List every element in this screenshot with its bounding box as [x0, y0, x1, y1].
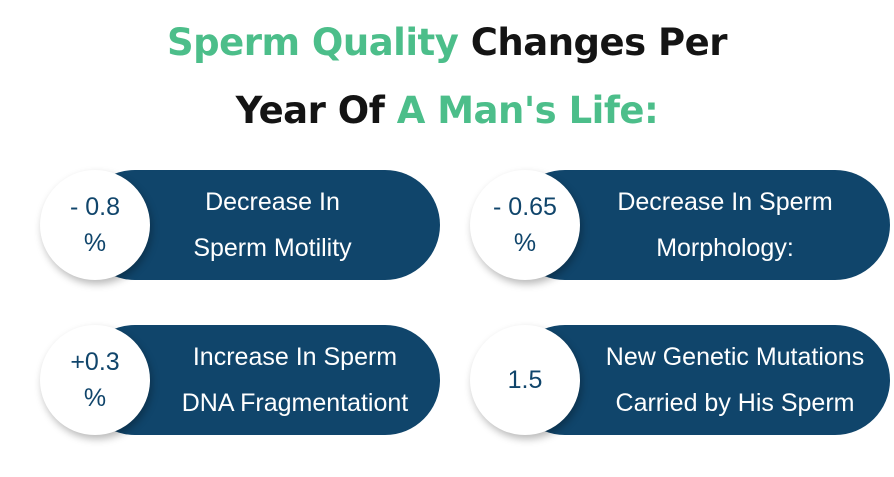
stat-text-line-1: New Genetic Mutations: [605, 343, 865, 371]
stat-value: +0.3: [70, 348, 120, 376]
stat-pill: Decrease In Sperm Morphology:: [510, 170, 890, 280]
stat-unit: %: [83, 384, 107, 412]
stat-unit: %: [83, 229, 107, 257]
stat-text-line-2: Morphology:: [656, 234, 794, 262]
stat-unit: %: [513, 229, 537, 257]
stat-value-circle: +0.3 %: [40, 325, 150, 435]
stat-text-line-1: Increase In Sperm: [192, 343, 398, 371]
stat-value: 1.5: [507, 366, 543, 394]
stat-value-circle: - 0.65 %: [470, 170, 580, 280]
title-highlight-2: A Man's Life:: [396, 89, 659, 132]
title-highlight-1: Sperm Quality: [167, 21, 459, 64]
stat-value: - 0.65: [493, 193, 557, 221]
stat-value-circle: 1.5: [470, 325, 580, 435]
stat-text-line-2: Sperm Motility: [193, 234, 352, 262]
title-text-1: Changes Per: [470, 21, 728, 64]
stat-text-line-2: Carried by His Sperm: [615, 389, 855, 417]
stat-value: - 0.8: [69, 193, 121, 221]
stat-text-line-1: Decrease In Sperm: [617, 188, 833, 216]
title-line-2: Year Of A Man's Life:: [0, 92, 894, 129]
stat-value-circle: - 0.8 %: [40, 170, 150, 280]
title-text-2: Year Of: [235, 89, 385, 132]
stat-text-line-1: Decrease In: [205, 188, 340, 216]
stat-text-line-2: DNA Fragmentationt: [181, 389, 409, 417]
title-line-1: Sperm Quality Changes Per: [0, 24, 894, 61]
